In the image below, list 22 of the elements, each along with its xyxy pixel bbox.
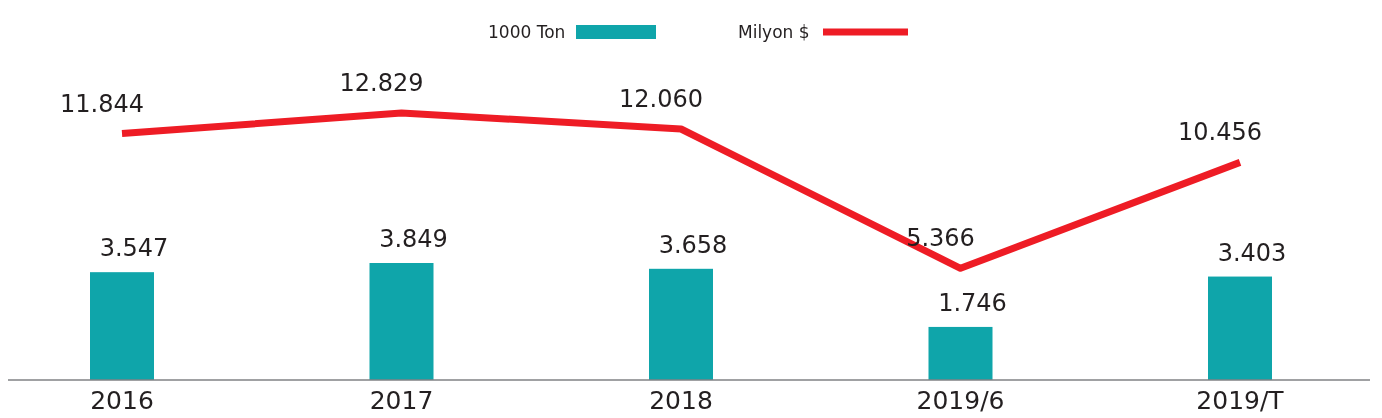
x-tick-label: 2019/6 xyxy=(916,386,1005,415)
data-label: 12.060 xyxy=(619,85,703,113)
x-tick-label: 2019/T xyxy=(1196,386,1285,415)
data-label: 5.366 xyxy=(906,224,975,253)
data-label: 10.456 xyxy=(1178,118,1262,147)
data-label: 3.403 xyxy=(1217,238,1287,267)
data-label: 11.844 xyxy=(60,89,144,118)
x-tick-label: 2016 xyxy=(90,386,154,415)
data-label: 3.849 xyxy=(379,225,448,253)
x-tick-label: 2018 xyxy=(649,386,713,415)
bar xyxy=(90,272,154,380)
bar xyxy=(1208,276,1272,380)
bar xyxy=(928,326,993,380)
data-label: 12.829 xyxy=(339,69,424,97)
data-label: 3.547 xyxy=(99,234,169,263)
legend-label: Milyon $ xyxy=(738,22,810,42)
bar xyxy=(649,268,713,380)
data-label: 1.746 xyxy=(938,288,1007,317)
legend-label: 1000 Ton xyxy=(488,22,566,42)
x-tick-label: 2017 xyxy=(369,386,434,415)
bar xyxy=(369,263,434,380)
data-label: 3.658 xyxy=(658,230,728,259)
